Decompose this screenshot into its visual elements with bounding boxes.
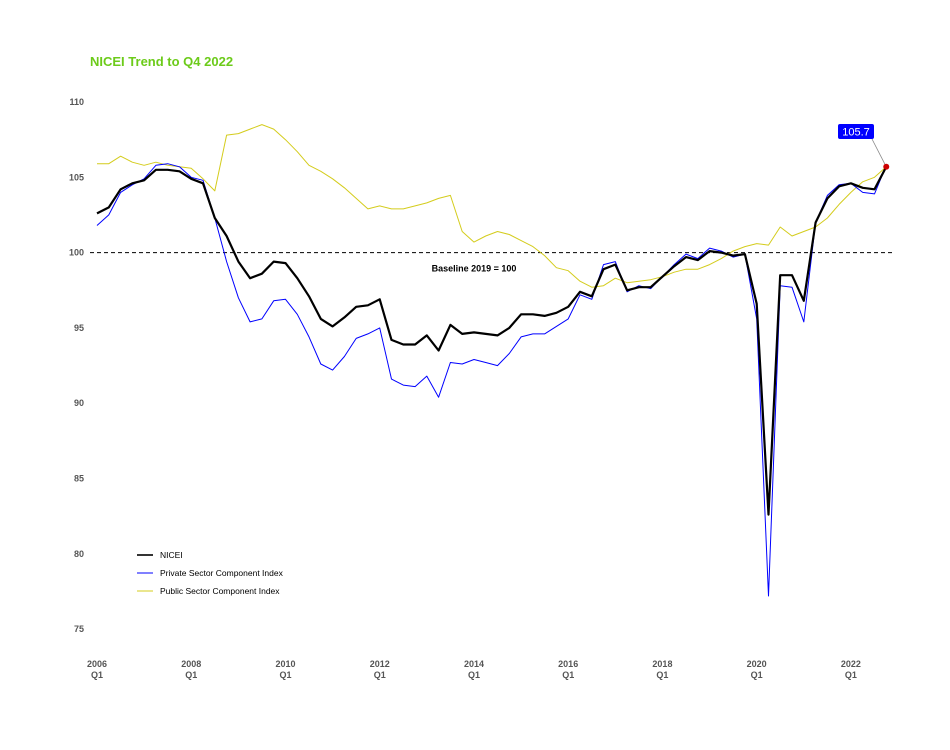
y-axis: 75 80 85 90 95 100 105 110 — [69, 97, 84, 634]
series-line-private-sector-component-index — [96, 163, 887, 597]
legend-label: Public Sector Component Index — [160, 586, 280, 596]
value-callout: 105.7 — [838, 124, 890, 170]
callout-leader — [871, 138, 887, 167]
x-tick-label: 2020 — [747, 659, 767, 669]
y-tick-label: 90 — [74, 398, 84, 408]
x-tick-label: Q1 — [656, 670, 668, 680]
last-point-marker — [883, 163, 890, 170]
x-axis: 2006Q12008Q12010Q12012Q12014Q12016Q12018… — [87, 659, 861, 680]
x-tick-label: Q1 — [562, 670, 574, 680]
legend-label: Private Sector Component Index — [160, 568, 284, 578]
x-tick-label: Q1 — [374, 670, 386, 680]
legend: NICEI Private Sector Component Index Publi… — [137, 550, 284, 596]
series-line-public-sector-component-index — [97, 124, 887, 288]
y-tick-label: 110 — [69, 97, 84, 107]
series-line-nicei — [96, 166, 888, 516]
x-tick-label: 2010 — [275, 659, 295, 669]
x-tick-label: 2008 — [181, 659, 201, 669]
x-tick-label: Q1 — [185, 670, 197, 680]
y-tick-label: 80 — [74, 549, 84, 559]
y-tick-label: 105 — [69, 172, 84, 182]
y-tick-label: 100 — [69, 248, 84, 258]
callout-box — [838, 124, 874, 139]
y-tick-label: 95 — [74, 323, 84, 333]
chart-title: NICEI Trend to Q4 2022 — [90, 54, 234, 69]
x-tick-label: Q1 — [751, 670, 763, 680]
x-tick-label: Q1 — [845, 670, 857, 680]
x-tick-label: 2014 — [464, 659, 484, 669]
x-tick-label: 2016 — [558, 659, 578, 669]
legend-label: NICEI — [160, 550, 183, 560]
baseline: Baseline 2019 = 100 — [90, 252, 893, 274]
callout-label: 105.7 — [842, 127, 870, 139]
x-tick-label: Q1 — [279, 670, 291, 680]
x-tick-label: 2012 — [370, 659, 390, 669]
x-tick-label: 2022 — [841, 659, 861, 669]
x-tick-label: Q1 — [468, 670, 480, 680]
x-tick-label: 2018 — [652, 659, 672, 669]
y-tick-label: 85 — [74, 474, 84, 484]
baseline-label: Baseline 2019 = 100 — [432, 264, 517, 274]
x-tick-label: 2006 — [87, 659, 107, 669]
x-tick-label: Q1 — [91, 670, 103, 680]
series-lines — [96, 124, 888, 597]
y-tick-label: 75 — [74, 624, 84, 634]
